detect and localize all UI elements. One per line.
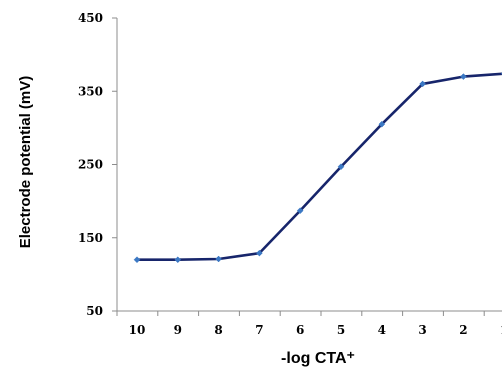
data-point	[419, 80, 426, 88]
x-axis-ticks: 10 9 8 7 6 5 4 3 2 1	[116, 311, 502, 337]
x-tick-label: 3	[418, 323, 426, 337]
data-point	[460, 73, 467, 80]
x-tick-label: 10	[129, 323, 146, 337]
y-axis-ticks: 50 150 250 350 450	[78, 11, 117, 318]
y-tick-label: 150	[78, 231, 103, 245]
x-tick-label: 9	[174, 323, 182, 337]
x-tick-label: 4	[378, 323, 386, 337]
series-line	[137, 72, 502, 262]
x-axis-title: -log CTA⁺	[281, 350, 355, 367]
data-point	[133, 256, 141, 264]
x-tick-label: 6	[296, 323, 304, 337]
y-tick-label: 350	[78, 84, 103, 98]
data-point	[378, 120, 386, 128]
x-tick-label: 2	[459, 323, 467, 337]
x-tick-label: 1	[500, 323, 502, 337]
data-point	[215, 255, 222, 263]
data-point	[337, 163, 345, 171]
x-tick-label: 8	[214, 323, 222, 337]
x-tick-label: 7	[255, 323, 263, 337]
data-point	[174, 256, 182, 264]
data-point	[296, 207, 304, 215]
data-point	[256, 249, 263, 257]
y-tick-label: 450	[78, 11, 103, 25]
x-tick-label: 5	[337, 323, 345, 337]
y-tick-label: 250	[78, 158, 103, 172]
series-group	[133, 72, 502, 264]
y-axis-title: Electrode potential (mV)	[17, 76, 34, 249]
y-tick-label: 50	[86, 304, 103, 318]
